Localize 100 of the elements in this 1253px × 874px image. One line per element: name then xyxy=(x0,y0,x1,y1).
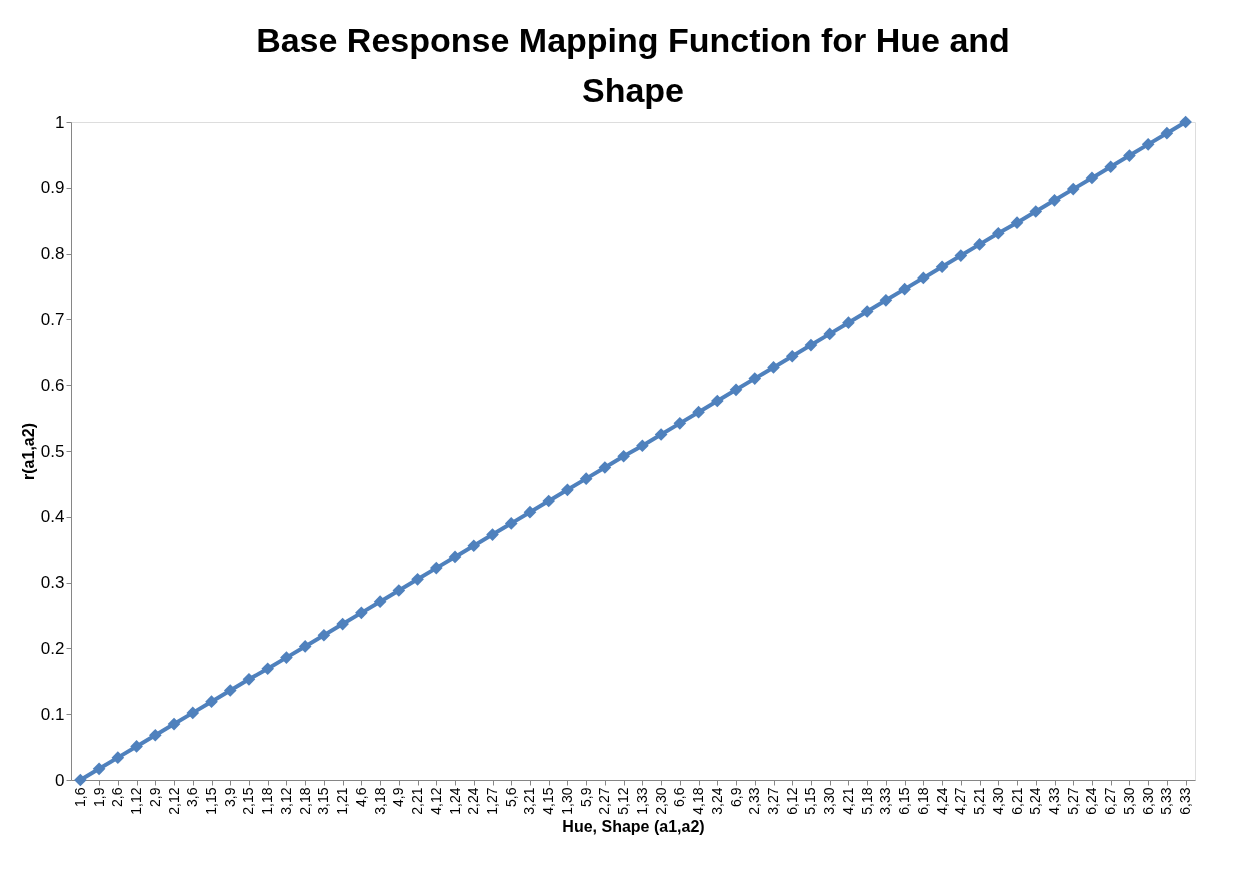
x-tick-label: 1,15 xyxy=(203,787,219,815)
x-tick-label: 6,9 xyxy=(727,787,744,807)
x-tick-label: 3,6 xyxy=(184,787,201,807)
x-tick-label: 2,12 xyxy=(165,787,182,815)
y-tick-label: 0.9 xyxy=(40,178,65,198)
y-tick-label: 0.4 xyxy=(40,507,65,527)
point xyxy=(467,539,481,553)
point xyxy=(785,349,799,363)
point xyxy=(280,651,293,664)
point xyxy=(617,449,630,463)
x-tick-label: 1,9 xyxy=(90,787,107,807)
point xyxy=(729,383,743,397)
point xyxy=(898,282,911,296)
point xyxy=(1029,205,1043,218)
x-tick-label: 5,9 xyxy=(577,787,594,807)
x-tick-label: 4,12 xyxy=(427,787,444,815)
x-tick-label: 4,21 xyxy=(839,787,856,815)
point xyxy=(298,640,312,653)
point xyxy=(167,717,181,731)
x-tick-label: 2,15 xyxy=(240,787,257,815)
x-axis-title: Hue, Shape (a1,a2) xyxy=(562,817,705,835)
point xyxy=(261,662,275,676)
point xyxy=(973,238,986,251)
point xyxy=(935,260,949,274)
x-tick-label: 2,24 xyxy=(465,787,482,815)
x-tick-label: 6,18 xyxy=(914,787,931,815)
x-tick-label: 3,18 xyxy=(371,787,388,815)
point xyxy=(1179,115,1192,129)
point xyxy=(804,338,818,352)
x-tick-label: 4,30 xyxy=(989,787,1006,815)
point xyxy=(991,226,1005,240)
point xyxy=(186,706,200,720)
x-tick-label: 3,9 xyxy=(221,787,238,807)
x-tick-label: 4,33 xyxy=(1046,787,1062,815)
x-tick-label: 1,30 xyxy=(558,787,575,815)
x-tick-label: 5,21 xyxy=(971,787,988,815)
x-tick-label: 1,33 xyxy=(633,787,650,815)
x-tick-label: 6,27 xyxy=(1102,787,1119,815)
point xyxy=(842,316,855,330)
x-tick-label: 6,6 xyxy=(671,787,688,807)
y-tick-label: 0 xyxy=(55,770,65,790)
y-tick-label: 0.7 xyxy=(40,309,65,329)
x-tick-label: 4,6 xyxy=(352,787,369,807)
point xyxy=(710,394,724,408)
point xyxy=(823,327,837,341)
point xyxy=(92,762,106,776)
point xyxy=(954,249,968,262)
x-tick-label: 1,27 xyxy=(484,787,500,815)
point xyxy=(373,595,387,609)
point xyxy=(148,728,162,742)
point xyxy=(205,695,218,709)
point xyxy=(1048,193,1061,207)
x-tick-label: 4,27 xyxy=(952,787,969,815)
point xyxy=(748,372,762,385)
x-tick-label: 6,24 xyxy=(1083,787,1100,815)
y-tick-label: 0.3 xyxy=(40,573,65,593)
point xyxy=(504,517,518,530)
point xyxy=(223,684,237,697)
point xyxy=(448,550,462,564)
point xyxy=(111,751,125,764)
y-axis-title: r(a1,a2) xyxy=(19,423,37,480)
x-tick-label: 2,6 xyxy=(109,787,126,807)
y-tick-label: 0.5 xyxy=(40,441,65,461)
x-tick-label: 2,33 xyxy=(746,787,763,815)
x-tick-label: 5,15 xyxy=(802,787,819,815)
y-tick-label: 0.2 xyxy=(40,638,65,658)
x-tick-label: 5,30 xyxy=(1120,787,1137,815)
x-tick-label: 1,18 xyxy=(259,787,276,815)
x-tick-label: 2,21 xyxy=(409,787,426,815)
x-tick-label: 2,27 xyxy=(596,787,613,815)
point xyxy=(561,483,574,497)
x-tick-label: 4,24 xyxy=(933,787,950,815)
point xyxy=(917,271,930,285)
point xyxy=(673,417,687,430)
x-tick-label: 3,30 xyxy=(821,787,838,815)
point xyxy=(1123,149,1136,162)
point xyxy=(879,293,893,307)
point xyxy=(598,461,612,474)
x-tick-label: 4,9 xyxy=(390,787,407,807)
chart-title: Base Response Mapping Function for Hue and Shape xyxy=(256,21,1010,109)
point xyxy=(692,405,705,419)
point xyxy=(486,528,499,541)
x-tick-label: 6,15 xyxy=(896,787,913,815)
point xyxy=(1104,160,1118,174)
point xyxy=(767,361,780,374)
x-tick-label: 5,24 xyxy=(1027,787,1044,815)
x-tick-label: 2,30 xyxy=(652,787,669,815)
point xyxy=(654,428,668,441)
point xyxy=(1141,138,1155,151)
point xyxy=(860,305,874,318)
x-tick-label: 1,24 xyxy=(446,787,463,815)
x-tick-label: 3,12 xyxy=(277,787,294,815)
x-tick-label: 2,18 xyxy=(296,787,313,815)
point xyxy=(429,561,443,575)
y-tick-label: 0.1 xyxy=(40,704,65,724)
x-tick-label: 6,12 xyxy=(783,787,800,815)
point xyxy=(1160,126,1174,140)
x-tick-label: 3,27 xyxy=(765,787,781,815)
point xyxy=(411,572,424,586)
point xyxy=(392,584,406,597)
